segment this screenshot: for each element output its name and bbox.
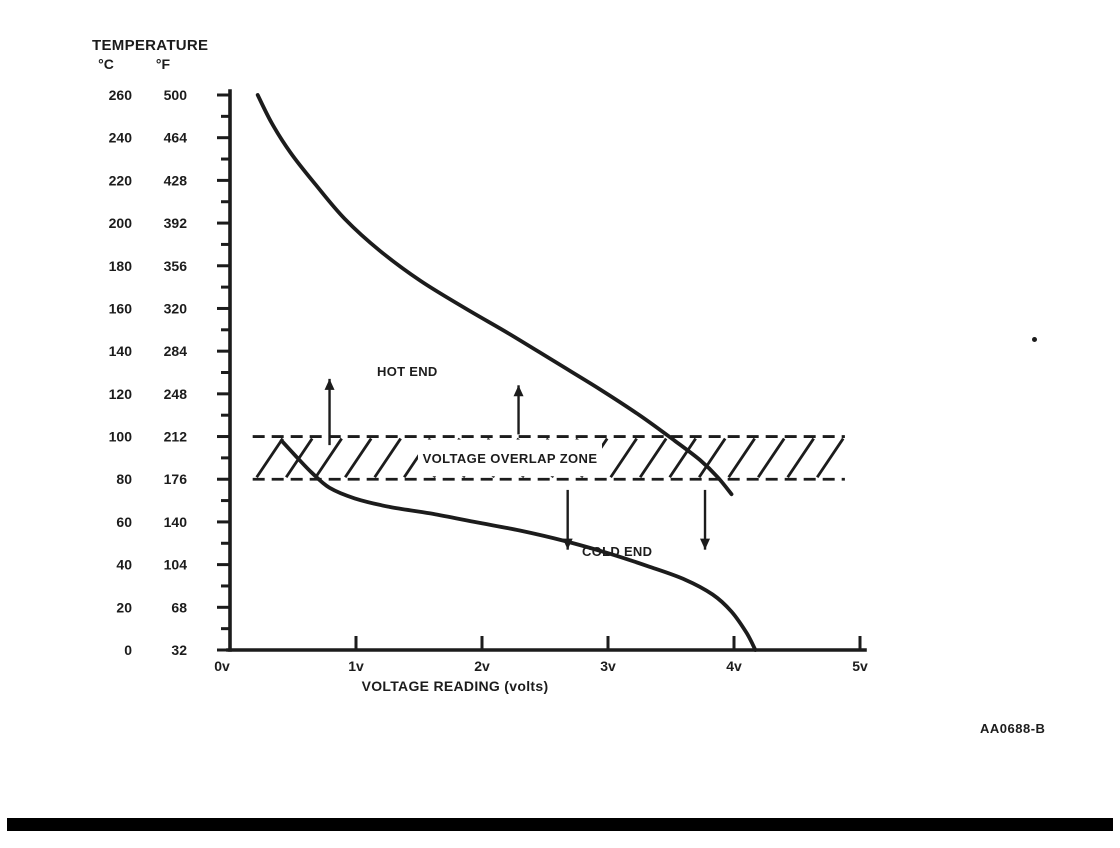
x-axis-title: VOLTAGE READING (volts) xyxy=(362,678,549,694)
fahrenheit-tick-label: 212 xyxy=(164,429,188,445)
x-tick-label: 3v xyxy=(600,658,616,674)
zone-hatch-line xyxy=(639,437,668,479)
celsius-tick-label: 140 xyxy=(109,343,133,359)
cold-end-curve xyxy=(279,438,758,652)
celsius-tick-label: 180 xyxy=(109,258,133,274)
zone-hatch-line xyxy=(698,437,727,479)
celsius-tick-label: 40 xyxy=(116,557,132,573)
celsius-tick-label: 240 xyxy=(109,130,133,146)
celsius-tick-label: 60 xyxy=(116,514,132,530)
voltage-overlap-zone-label: VOLTAGE OVERLAP ZONE xyxy=(423,451,598,466)
fahrenheit-tick-label: 248 xyxy=(164,386,188,402)
zone-hatch-line xyxy=(816,437,845,479)
cold-end-label: COLD END xyxy=(582,544,652,559)
zone-hatch-line xyxy=(609,437,638,479)
fahrenheit-unit-header: °F xyxy=(156,56,171,72)
celsius-tick-label: 20 xyxy=(116,599,132,615)
bottom-rule xyxy=(7,818,1113,831)
x-tick-label: 4v xyxy=(726,658,742,674)
x-tick-label: 5v xyxy=(852,658,868,674)
up-arrowhead xyxy=(513,385,524,397)
zone-hatch-line xyxy=(727,437,756,479)
fahrenheit-tick-label: 104 xyxy=(164,557,188,573)
fahrenheit-tick-label: 284 xyxy=(164,343,188,359)
figure-number: AA0688-B xyxy=(980,721,1046,736)
zone-hatch-line xyxy=(373,437,402,479)
celsius-tick-label: 260 xyxy=(109,87,133,103)
zone-hatch-line xyxy=(255,437,284,479)
celsius-tick-label: 100 xyxy=(109,429,133,445)
fahrenheit-tick-label: 176 xyxy=(164,471,188,487)
fahrenheit-tick-label: 428 xyxy=(164,172,188,188)
chart-title: TEMPERATURE xyxy=(92,37,208,54)
stray-period-mark xyxy=(1032,337,1037,342)
zone-hatch-line xyxy=(757,437,786,479)
celsius-tick-label: 80 xyxy=(116,471,132,487)
celsius-tick-label: 220 xyxy=(109,172,133,188)
up-arrowhead xyxy=(324,378,335,390)
celsius-tick-label: 200 xyxy=(109,215,133,231)
hot-end-label: HOT END xyxy=(377,364,438,379)
fahrenheit-tick-label: 464 xyxy=(164,130,188,146)
down-arrowhead xyxy=(700,538,711,550)
x-tick-label: 0v xyxy=(214,658,230,674)
fahrenheit-tick-label: 32 xyxy=(171,642,187,658)
zone-label-gap xyxy=(418,439,602,477)
fahrenheit-tick-label: 68 xyxy=(171,599,187,615)
zone-hatch-line xyxy=(786,437,815,479)
celsius-tick-label: 120 xyxy=(109,386,133,402)
zone-hatch-line xyxy=(344,437,373,479)
hot-end-curve xyxy=(255,93,734,497)
fahrenheit-tick-label: 320 xyxy=(164,300,188,316)
zone-hatch-line xyxy=(314,437,343,479)
zone-hatch-line xyxy=(668,437,697,479)
fahrenheit-tick-label: 140 xyxy=(164,514,188,530)
celsius-tick-label: 160 xyxy=(109,300,133,316)
fahrenheit-tick-label: 392 xyxy=(164,215,188,231)
celsius-tick-label: 0 xyxy=(124,642,132,658)
fahrenheit-tick-label: 356 xyxy=(164,258,188,274)
x-tick-label: 2v xyxy=(474,658,490,674)
fahrenheit-tick-label: 500 xyxy=(164,87,188,103)
celsius-unit-header: °C xyxy=(98,56,114,72)
x-tick-label: 1v xyxy=(348,658,364,674)
down-arrowhead xyxy=(562,538,573,550)
